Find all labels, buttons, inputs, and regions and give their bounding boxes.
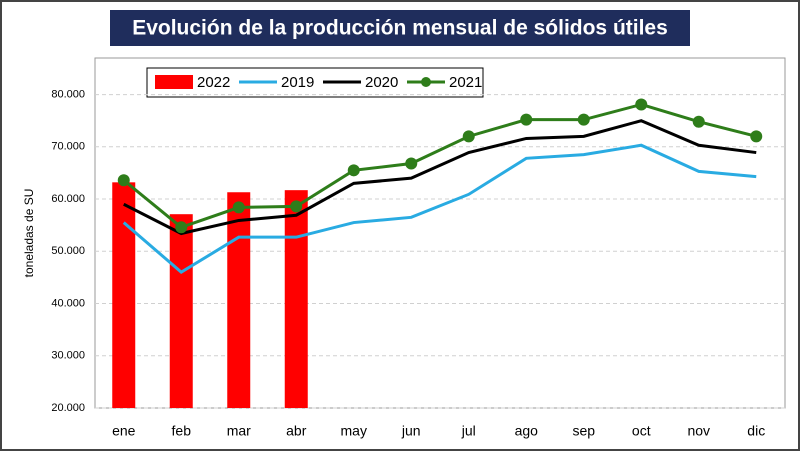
marker [175, 221, 188, 234]
legend-label: 2022 [197, 74, 230, 91]
chart-title: Evolución de la producción mensual de só… [132, 17, 668, 40]
marker [692, 115, 705, 128]
x-tick-label: ago [515, 423, 539, 439]
y-tick-label: 70.000 [51, 141, 85, 153]
y-tick-label: 20.000 [51, 402, 85, 414]
bar [169, 214, 193, 408]
marker [462, 130, 475, 143]
y-axis-label: toneladas de SU [22, 189, 36, 278]
y-tick-label: 60.000 [51, 193, 85, 205]
title-box [110, 10, 690, 46]
line [122, 102, 757, 229]
marker [520, 113, 533, 126]
marker [405, 157, 418, 170]
legend-swatch [155, 75, 193, 89]
bar [112, 182, 136, 408]
x-tick-label: mar [227, 423, 251, 439]
y-tick-label: 30.000 [51, 350, 85, 362]
marker [232, 201, 245, 214]
bar [284, 190, 308, 408]
marker [577, 113, 590, 126]
legend-label: 2019 [281, 74, 314, 91]
y-tick-label: 80.000 [51, 88, 85, 100]
x-tick-label: abr [286, 423, 307, 439]
plot-area [94, 57, 786, 409]
marker [750, 130, 763, 143]
marker [347, 164, 360, 177]
line [123, 119, 757, 236]
y-tick-label: 50.000 [51, 245, 85, 257]
x-tick-label: jul [461, 423, 476, 439]
marker [117, 174, 130, 187]
x-tick-label: nov [687, 423, 710, 439]
marker [635, 98, 648, 111]
x-tick-label: jun [401, 423, 421, 439]
x-tick-label: feb [172, 423, 192, 439]
marker [290, 200, 303, 213]
x-tick-label: ene [112, 423, 136, 439]
bar [227, 192, 251, 408]
legend-label: 2021 [449, 74, 482, 91]
x-tick-label: oct [632, 423, 651, 439]
legend-label: 2020 [365, 74, 398, 91]
x-tick-label: may [341, 423, 367, 439]
y-tick-label: 40.000 [51, 297, 85, 309]
x-tick-label: dic [747, 423, 765, 439]
legend-marker [421, 77, 431, 87]
x-tick-label: sep [572, 423, 595, 439]
line [122, 143, 757, 275]
